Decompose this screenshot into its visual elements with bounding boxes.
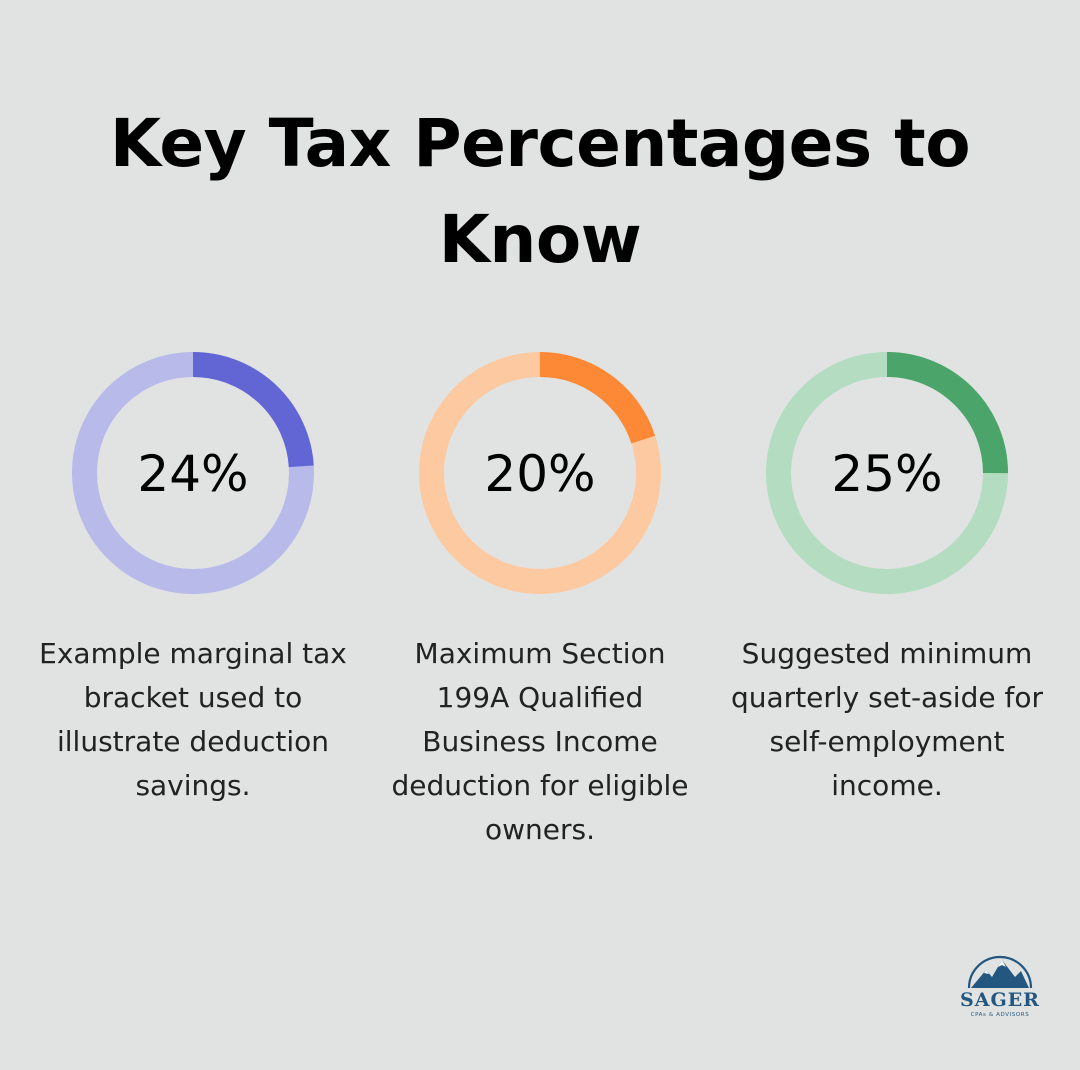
stat-description: Suggested minimum quarterly set-aside fo… (731, 637, 1043, 802)
stat-description: Example marginal tax bracket used to ill… (39, 637, 347, 802)
donut-arc (419, 352, 661, 594)
donut-arc (72, 352, 314, 594)
logo-tagline: CPAs & ADVISORS (971, 1012, 1030, 1018)
mountain-icon (967, 955, 1033, 989)
donut-value-label: 20% (484, 445, 595, 503)
stat-description: Maximum Section 199A Qualified Business … (391, 637, 689, 846)
donut-chart: 25% (766, 352, 1008, 594)
donut-arc (766, 352, 1008, 594)
donut-value-label: 24% (137, 445, 248, 503)
donut-chart: 20% (419, 352, 661, 594)
donut-chart: 24% (72, 352, 314, 594)
stat-card: 20% Maximum Section 199A Qualified Busin… (375, 352, 705, 852)
donut-value-label: 25% (831, 445, 942, 503)
logo-name: SAGER (960, 989, 1040, 1011)
sager-logo: SAGER CPAs & ADVISORS (960, 955, 1040, 1018)
stat-card: 24% Example marginal tax bracket used to… (28, 352, 358, 808)
page-title: Key Tax Percentages to Know (109, 105, 971, 278)
stat-card: 25% Suggested minimum quarterly set-asid… (722, 352, 1052, 808)
